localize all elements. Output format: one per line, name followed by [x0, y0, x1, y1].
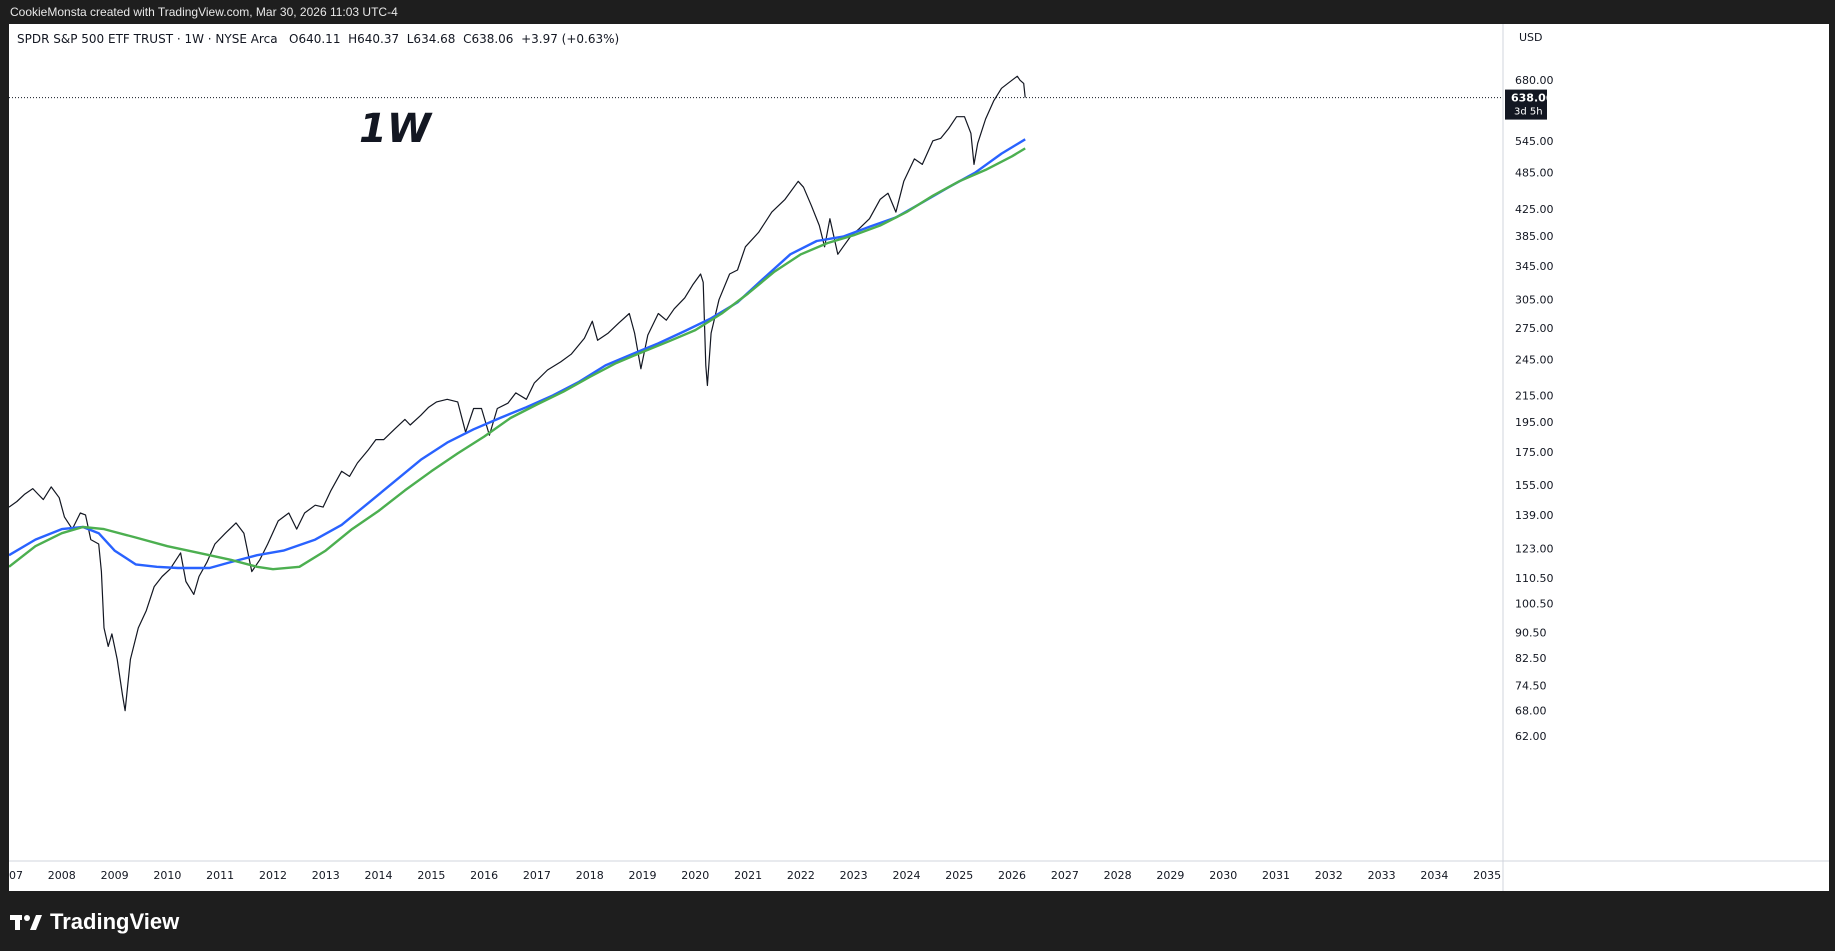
price-tick-label: 74.50 [1515, 680, 1547, 693]
time-tick-label: 2007 [9, 869, 23, 882]
time-tick-label: 2032 [1315, 869, 1343, 882]
price-tick-label: 62.00 [1515, 730, 1547, 743]
price-axis[interactable]: USD 680.00 545.00 485.00 425.00 385.00 345.00 3… [1505, 31, 1554, 743]
time-tick-label: 2016 [470, 869, 498, 882]
price-tick-label: 175.00 [1515, 446, 1554, 459]
price-line [9, 75, 1026, 712]
attribution-text: CookieMonsta created with TradingView.co… [10, 5, 398, 19]
price-tick-label: 680.00 [1515, 74, 1554, 87]
time-tick-label: 2020 [681, 869, 709, 882]
price-tick-label: 155.00 [1515, 479, 1554, 492]
price-tick-label: 485.00 [1515, 167, 1554, 180]
price-tick-label: 425.00 [1515, 203, 1554, 216]
price-tick-label: 110.50 [1515, 572, 1554, 585]
time-tick-label: 2024 [892, 869, 920, 882]
time-tick-label: 2034 [1420, 869, 1448, 882]
time-tick-label: 2014 [365, 869, 393, 882]
chart-panel[interactable]: USD 680.00 545.00 485.00 425.00 385.00 345.00 3… [9, 24, 1829, 891]
bar-countdown: 3d 5h [1514, 107, 1543, 118]
price-tick-label: 345.00 [1515, 260, 1554, 273]
tradingview-logo-icon [10, 915, 42, 930]
high-value: H640.37 [348, 32, 400, 46]
tradingview-footer[interactable]: TradingView [10, 905, 179, 939]
time-tick-label: 2021 [734, 869, 762, 882]
last-price-badge[interactable] [1505, 89, 1547, 120]
time-tick-label: 2010 [153, 869, 181, 882]
time-tick-label: 2009 [101, 869, 129, 882]
timeframe-annotation: 1W [359, 106, 431, 152]
time-tick-label: 2030 [1209, 869, 1237, 882]
time-tick-label: 2011 [206, 869, 234, 882]
time-tick-label: 2008 [48, 869, 76, 882]
time-tick-label: 2028 [1104, 869, 1132, 882]
price-tick-label: 100.50 [1515, 598, 1554, 611]
time-tick-label: 2035 [1473, 869, 1501, 882]
price-tick-label: 123.00 [1515, 542, 1554, 555]
price-tick-label: 545.00 [1515, 135, 1554, 148]
price-tick-label: 82.50 [1515, 652, 1547, 665]
currency-label: USD [1519, 31, 1543, 44]
change-value: +3.97 (+0.63%) [521, 32, 620, 46]
time-tick-label: 2018 [576, 869, 604, 882]
price-chart[interactable]: USD 680.00 545.00 485.00 425.00 385.00 345.00 3… [9, 24, 1829, 891]
time-tick-label: 2015 [417, 869, 445, 882]
time-tick-label: 2027 [1051, 869, 1079, 882]
price-tick-label: 385.00 [1515, 230, 1554, 243]
symbol-info: SPDR S&P 500 ETF TRUST · 1W · NYSE Arca [17, 32, 278, 46]
price-tick-label: 275.00 [1515, 322, 1554, 335]
time-tick-label: 2025 [945, 869, 973, 882]
last-price-value: 638.06 [1511, 92, 1554, 105]
moving-average-blue-line [9, 138, 1026, 570]
price-tick-label: 305.00 [1515, 294, 1554, 307]
time-tick-label: 2023 [840, 869, 868, 882]
time-tick-label: 2033 [1368, 869, 1396, 882]
low-value: L634.68 [406, 32, 456, 46]
close-value: C638.06 [463, 32, 514, 46]
time-tick-label: 2019 [628, 869, 656, 882]
time-tick-label: 2031 [1262, 869, 1290, 882]
price-tick-label: 195.00 [1515, 416, 1554, 429]
time-tick-label: 2026 [998, 869, 1026, 882]
price-tick-label: 90.50 [1515, 626, 1547, 639]
time-tick-label: 2012 [259, 869, 287, 882]
price-tick-label: 139.00 [1515, 509, 1554, 522]
time-tick-label: 2029 [1156, 869, 1184, 882]
time-tick-label: 2022 [787, 869, 815, 882]
open-value: O640.11 [289, 32, 341, 46]
time-tick-label: 2017 [523, 869, 551, 882]
price-tick-label: 245.00 [1515, 354, 1554, 367]
price-tick-label: 68.00 [1515, 705, 1547, 718]
time-axis[interactable]: 2007 2008 2009 2010 2011 2012 2013 2014 2015 2016… [9, 869, 1501, 882]
price-tick-label: 215.00 [1515, 389, 1554, 402]
symbol-legend: SPDR S&P 500 ETF TRUST · 1W · NYSE Arca … [17, 32, 619, 46]
plot-area[interactable] [9, 24, 1829, 891]
time-tick-label: 2013 [312, 869, 340, 882]
brand-name: TradingView [50, 909, 180, 934]
moving-average-green-line [9, 147, 1026, 571]
chart-attribution-bar: CookieMonsta created with TradingView.co… [0, 0, 1835, 24]
